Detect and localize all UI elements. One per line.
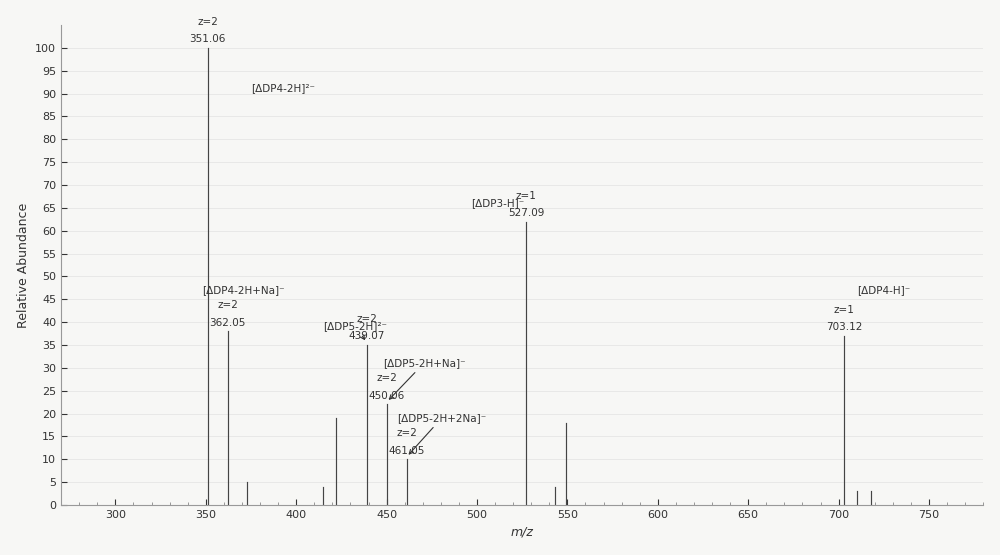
Text: 461.05: 461.05 [388,446,425,456]
Text: [ΔDP4-2H]²⁻: [ΔDP4-2H]²⁻ [251,84,315,94]
Text: 703.12: 703.12 [826,322,862,332]
Text: [ΔDP4-H]⁻: [ΔDP4-H]⁻ [857,285,910,295]
Text: z=1: z=1 [834,305,855,315]
Y-axis label: Relative Abundance: Relative Abundance [17,203,30,327]
Text: z=1: z=1 [516,190,536,200]
Text: 351.06: 351.06 [189,34,226,44]
Text: [ΔDP4-2H+Na]⁻: [ΔDP4-2H+Na]⁻ [202,285,285,295]
Text: 527.09: 527.09 [508,208,544,218]
Text: z=2: z=2 [376,374,397,384]
Text: z=2: z=2 [356,314,377,324]
Text: 362.05: 362.05 [209,317,246,327]
Text: 450.06: 450.06 [369,391,405,401]
Text: 439.07: 439.07 [349,331,385,341]
Text: z=2: z=2 [217,300,238,310]
X-axis label: m/z: m/z [511,526,534,538]
Text: z=2: z=2 [197,17,218,27]
Text: [ΔDP5-2H]²⁻: [ΔDP5-2H]²⁻ [323,321,387,339]
Text: [ΔDP5-2H+2Na]⁻: [ΔDP5-2H+2Na]⁻ [397,413,487,454]
Text: [ΔDP3-H]⁻: [ΔDP3-H]⁻ [472,198,525,208]
Text: z=2: z=2 [396,428,417,438]
Text: [ΔDP5-2H+Na]⁻: [ΔDP5-2H+Na]⁻ [383,358,466,399]
